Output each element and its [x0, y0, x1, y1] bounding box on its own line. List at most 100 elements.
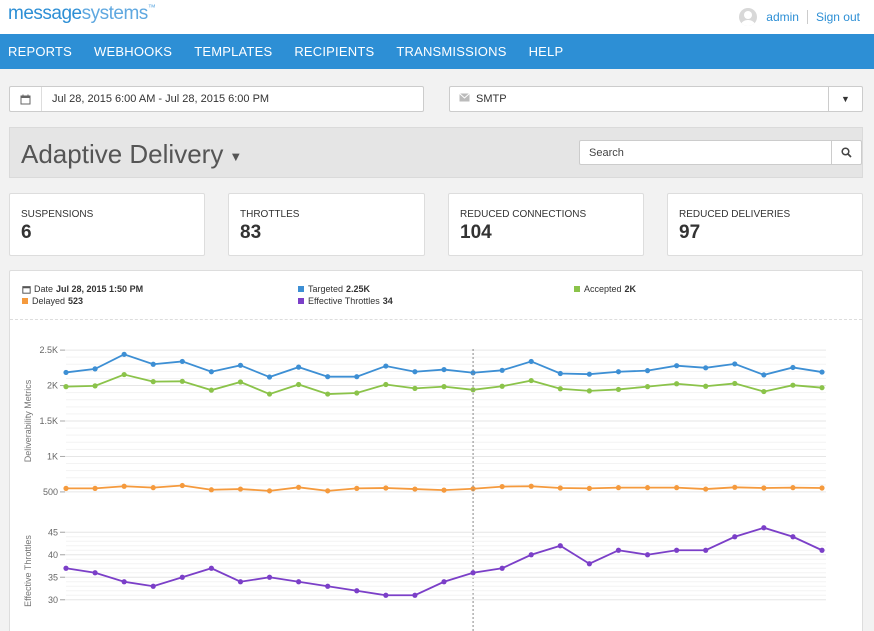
data-point [644, 368, 651, 374]
data-point [441, 579, 447, 585]
data-point [790, 382, 796, 388]
legend-accepted[interactable]: Accepted 2K [574, 284, 636, 294]
data-point [615, 386, 622, 393]
data-point [470, 370, 476, 376]
data-point [732, 361, 738, 367]
stat-value: 97 [679, 222, 701, 243]
nav-item-webhooks[interactable]: WEBHOOKS [94, 44, 173, 59]
chart-tooltip-legend: Date Jul 28, 2015 1:50 PM Targeted 2.25K A… [10, 271, 862, 320]
data-point [296, 381, 302, 388]
stat-card-suspensions[interactable]: SUSPENSIONS 6 [9, 193, 205, 256]
stat-card-throttles[interactable]: THROTTLES 83 [228, 193, 425, 256]
legend-delayed[interactable]: Delayed 523 [22, 296, 83, 306]
data-point [383, 363, 389, 369]
data-point [528, 358, 534, 365]
data-point [674, 381, 680, 387]
nav-item-recipients[interactable]: RECIPIENTS [294, 44, 375, 59]
y-tick-label: 40 [48, 550, 58, 560]
data-point [296, 579, 302, 585]
y-tick-label: 2K [47, 381, 58, 391]
y-axis-label: Effective Throttles [23, 535, 33, 607]
data-point [63, 384, 69, 390]
stat-value: 6 [21, 222, 32, 243]
data-point [732, 380, 738, 387]
legend-throttles-label: Effective Throttles [308, 296, 380, 306]
protocol-value: SMTP [476, 93, 507, 105]
y-tick-label: 35 [48, 572, 58, 582]
data-point [92, 383, 98, 389]
data-point [383, 381, 389, 388]
data-point [325, 374, 331, 380]
data-point [528, 483, 534, 489]
data-point [237, 379, 244, 385]
data-point [557, 386, 563, 392]
data-point [557, 485, 563, 491]
data-point [325, 583, 331, 589]
nav-item-transmissions[interactable]: TRANSMISSIONS [396, 44, 507, 59]
data-point [150, 485, 156, 491]
y-tick-label: 1K [47, 451, 58, 461]
data-point [674, 485, 680, 491]
data-point [208, 387, 214, 393]
legend-targeted[interactable]: Targeted 2.25K [298, 284, 370, 294]
main-nav: REPORTS WEBHOOKS TEMPLATES RECIPIENTS TR… [0, 34, 874, 69]
chart-panel: Date Jul 28, 2015 1:50 PM Targeted 2.25K A… [9, 270, 863, 631]
data-point [441, 366, 447, 373]
data-point [441, 487, 447, 493]
series-line [65, 353, 823, 378]
legend-accepted-value: 2K [624, 284, 637, 294]
nav-item-templates[interactable]: TEMPLATES [194, 44, 273, 59]
legend-effective-throttles[interactable]: Effective Throttles 34 [298, 296, 393, 306]
legend-swatch [298, 286, 304, 292]
stat-card-reduced-connections[interactable]: REDUCED CONNECTIONS 104 [448, 193, 644, 256]
data-point [703, 547, 709, 553]
data-point [92, 570, 98, 576]
data-point [325, 391, 331, 397]
brand-tm: ™ [147, 3, 156, 12]
brand-part2: systems [81, 3, 149, 24]
sign-out-link[interactable]: Sign out [815, 10, 860, 24]
data-point [761, 525, 767, 531]
legend-date-value: Jul 28, 2015 1:50 PM [56, 284, 144, 294]
divider [806, 10, 808, 24]
legend-date-label: Date [34, 284, 54, 294]
data-point [499, 367, 505, 373]
data-point [674, 363, 680, 369]
search-icon[interactable] [831, 141, 861, 164]
data-point [586, 388, 592, 394]
y-tick-label: 2.5K [39, 345, 58, 355]
date-range-picker[interactable]: Jul 28, 2015 6:00 AM - Jul 28, 2015 6:00… [9, 86, 424, 112]
deliverability-chart[interactable]: 2.5K 2K 1.5K 1K 500 Deliverability Metrics 45 4… [10, 271, 862, 631]
data-point [732, 534, 738, 540]
data-point [586, 371, 592, 377]
y-tick-label: 1.5K [39, 416, 58, 426]
nav-item-help[interactable]: HELP [528, 44, 564, 59]
protocol-select[interactable]: SMTP ▼ [449, 86, 863, 112]
data-point [644, 552, 651, 558]
data-point [150, 379, 156, 385]
data-point [615, 485, 622, 491]
page-title-dropdown[interactable]: Adaptive Delivery ▼ [21, 139, 242, 170]
data-point [470, 486, 476, 492]
stat-card-reduced-deliveries[interactable]: REDUCED DELIVERIES 97 [667, 193, 863, 256]
data-point [412, 385, 418, 391]
data-point [121, 371, 127, 378]
stat-label: REDUCED DELIVERIES [679, 209, 791, 220]
data-point [266, 374, 273, 380]
data-point [586, 485, 592, 491]
legend-swatch [574, 286, 580, 292]
brand-logo[interactable]: messagesystems™ [8, 3, 156, 25]
nav-item-reports[interactable]: REPORTS [8, 44, 73, 59]
data-point [150, 583, 156, 589]
data-point [63, 565, 69, 571]
data-point [441, 384, 447, 390]
search-input[interactable] [580, 141, 832, 164]
legend-delayed-value: 523 [68, 296, 84, 306]
data-point [615, 369, 622, 375]
data-point [703, 365, 709, 371]
data-point [557, 543, 563, 549]
avatar-icon[interactable] [739, 8, 758, 26]
chevron-down-icon[interactable]: ▼ [828, 87, 862, 111]
user-name-link[interactable]: admin [766, 10, 799, 24]
data-point [470, 570, 476, 576]
